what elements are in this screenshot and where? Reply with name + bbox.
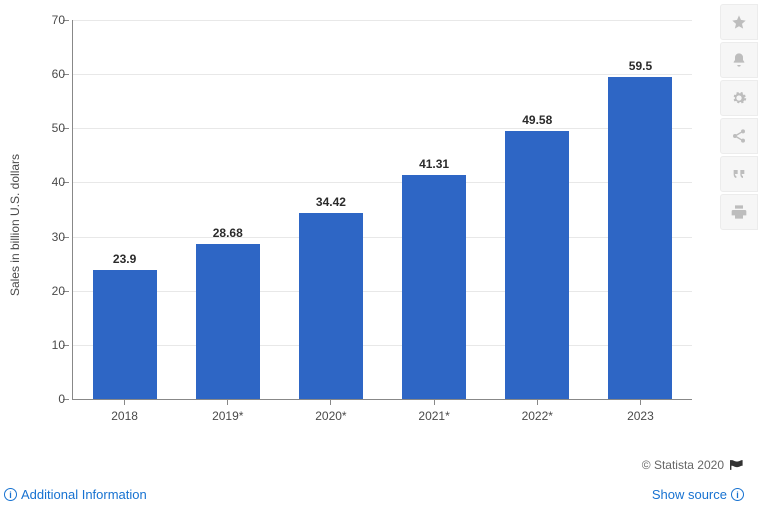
bar-slot: 59.52023 [589,20,692,399]
x-tick [537,399,538,405]
share-icon[interactable] [720,118,758,154]
x-tick-label: 2022* [522,409,553,423]
bar[interactable] [505,131,569,399]
x-tick [124,399,125,405]
bar-slot: 49.582022* [486,20,589,399]
footer-links: i Additional Information Show source i [4,487,744,502]
y-axis-label: Sales in billion U.S. dollars [8,154,22,296]
y-tick-label: 60 [35,67,65,81]
additional-info-link[interactable]: i Additional Information [4,487,147,502]
print-icon[interactable] [720,194,758,230]
show-source-text: Show source [652,487,727,502]
y-tick-label: 20 [35,284,65,298]
x-tick-label: 2018 [111,409,138,423]
footer: © Statista 2020 i Additional Information… [4,458,744,502]
x-tick [227,399,228,405]
bar[interactable] [402,175,466,399]
bar[interactable] [299,213,363,399]
bar-value-label: 28.68 [213,226,243,240]
bar[interactable] [196,244,260,399]
copyright: © Statista 2020 [642,458,744,472]
bar-value-label: 34.42 [316,195,346,209]
x-tick-label: 2021* [418,409,449,423]
x-tick-label: 2023 [627,409,654,423]
y-tick-label: 10 [35,338,65,352]
chart-container: Sales in billion U.S. dollars 0102030405… [20,10,700,440]
star-icon[interactable] [720,4,758,40]
y-tick-label: 0 [35,392,65,406]
bar-slot: 41.312021* [383,20,486,399]
bar-value-label: 59.5 [629,59,652,73]
quote-icon[interactable] [720,156,758,192]
flag-icon [730,460,744,470]
bar[interactable] [608,77,672,399]
copyright-text: © Statista 2020 [642,458,724,472]
y-tick-label: 70 [35,13,65,27]
bar-slot: 28.682019* [176,20,279,399]
additional-info-text: Additional Information [21,487,147,502]
show-source-link[interactable]: Show source i [652,487,744,502]
y-tick-label: 30 [35,230,65,244]
bar-slot: 23.92018 [73,20,176,399]
bell-icon[interactable] [720,42,758,78]
gear-icon[interactable] [720,80,758,116]
bars-group: 23.9201828.682019*34.422020*41.312021*49… [73,20,692,399]
y-tick-label: 50 [35,121,65,135]
bar-value-label: 23.9 [113,252,136,266]
bar[interactable] [93,270,157,399]
bar-slot: 34.422020* [279,20,382,399]
y-tick-label: 40 [35,175,65,189]
side-toolbar [720,4,758,230]
x-tick-label: 2019* [212,409,243,423]
bar-value-label: 49.58 [522,113,552,127]
x-tick-label: 2020* [315,409,346,423]
x-tick [330,399,331,405]
x-tick [434,399,435,405]
info-icon: i [731,488,744,501]
plot-area: 010203040506070 23.9201828.682019*34.422… [72,20,692,400]
info-icon: i [4,488,17,501]
bar-value-label: 41.31 [419,157,449,171]
x-tick [640,399,641,405]
